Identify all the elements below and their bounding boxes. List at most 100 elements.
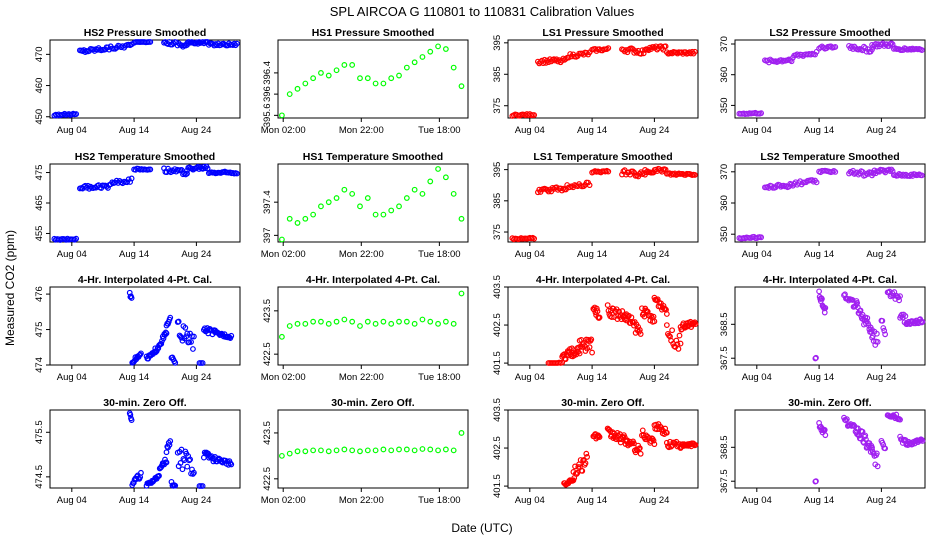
data-point <box>286 91 293 98</box>
y-tick-label: 470 <box>34 46 45 62</box>
y-tick-label: 475 <box>34 322 45 338</box>
data-point <box>691 48 698 55</box>
data-point <box>577 457 584 463</box>
data-point <box>147 166 154 173</box>
data-point <box>163 459 170 466</box>
data-point <box>199 483 206 489</box>
data-point <box>450 190 457 197</box>
data-point <box>675 345 682 352</box>
data-point <box>411 186 418 193</box>
data-point <box>625 313 631 320</box>
data-point <box>357 75 363 82</box>
y-tick-label: 475.5 <box>34 420 45 444</box>
x-tick-label: Mon 02:00 <box>261 125 306 136</box>
y-tick-label: 422.5 <box>262 342 273 366</box>
panel: 30-min. Zero Off. 474.5 475.5 Aug 04 Aug 14 A… <box>34 397 241 506</box>
data-point <box>663 439 670 446</box>
data-point <box>450 64 457 71</box>
data-point <box>179 466 186 473</box>
y-tick-label: 396 <box>262 86 273 102</box>
y-tick-label: 474.5 <box>34 465 45 489</box>
x-tick-label: Aug 04 <box>515 495 545 506</box>
data-point <box>663 322 670 329</box>
data-point <box>636 445 643 452</box>
x-tick-label: Tue 18:00 <box>418 249 460 260</box>
data-point <box>403 195 410 201</box>
data-point <box>233 170 240 177</box>
panel: HS1 Temperature Smoothed 397 397.4 Mon 02:0… <box>261 151 469 260</box>
data-point <box>184 330 191 337</box>
plot-frame <box>507 409 699 489</box>
panel-title: 4-Hr. Interpolated 4-Pt. Cal. <box>536 274 670 286</box>
data-point <box>605 168 612 175</box>
data-point <box>380 446 387 453</box>
panel-title: 4-Hr. Interpolated 4-Pt. Cal. <box>78 274 212 286</box>
y-tick-label: 385 <box>492 193 503 209</box>
y-tick-label: 423.5 <box>262 299 273 323</box>
panel: HS2 Temperature Smoothed 455 465 475 Aug 04 A… <box>34 151 241 260</box>
panel: 30-min. Zero Off. 367.5 368.5 Aug 04 Aug 14 A… <box>719 397 926 506</box>
data-point <box>589 349 595 356</box>
data-point <box>450 447 457 454</box>
data-point <box>874 338 881 345</box>
data-point <box>228 332 235 339</box>
data-point <box>650 437 657 444</box>
figure-ylabel: Measured CO2 (ppm) <box>3 230 17 346</box>
y-tick-label: 455 <box>34 226 45 242</box>
x-tick-label: Aug 24 <box>181 495 211 506</box>
panel-title: LS1 Pressure Smoothed <box>542 27 663 39</box>
data-point <box>294 220 301 226</box>
y-tick-label: 367.5 <box>719 346 730 370</box>
data-point <box>388 447 395 454</box>
data-point <box>864 315 871 321</box>
data-point <box>228 461 235 468</box>
x-tick-label: Aug 04 <box>742 372 772 383</box>
data-point <box>333 195 340 201</box>
plot-frame <box>734 39 926 119</box>
x-tick-label: Tue 18:00 <box>418 495 460 506</box>
data-point <box>427 48 434 55</box>
data-point <box>692 321 699 328</box>
data-point <box>637 331 644 337</box>
x-tick-label: Aug 04 <box>515 372 545 383</box>
plot-frame <box>277 409 469 489</box>
panel: LS2 Temperature Smoothed 350 360 370 Aug 04 A… <box>719 151 926 260</box>
data-point <box>302 448 309 455</box>
data-point <box>310 447 317 454</box>
data-point <box>442 46 449 52</box>
data-point <box>605 307 612 314</box>
data-point <box>73 111 80 117</box>
plot-frame <box>49 286 241 366</box>
x-tick-label: Aug 04 <box>57 495 87 506</box>
data-point <box>584 454 591 460</box>
y-tick-label: 403.5 <box>492 275 503 299</box>
x-tick-label: Aug 24 <box>639 249 669 260</box>
data-point <box>349 318 356 325</box>
plot-frame <box>734 286 926 366</box>
y-tick-label: 460 <box>34 78 45 94</box>
x-tick-label: Aug 24 <box>639 125 669 136</box>
panel-title: HS2 Pressure Smoothed <box>84 27 207 39</box>
data-point <box>596 314 603 321</box>
data-point <box>673 337 680 344</box>
x-tick-label: Aug 14 <box>119 249 149 260</box>
data-point <box>608 314 615 321</box>
data-point <box>372 320 379 327</box>
data-point <box>162 456 168 463</box>
data-point <box>396 72 402 79</box>
data-point <box>902 313 909 319</box>
data-point <box>813 179 820 186</box>
data-point <box>583 450 590 457</box>
data-point <box>758 110 765 117</box>
data-point <box>856 432 863 439</box>
data-point <box>333 67 340 74</box>
data-point <box>617 439 624 446</box>
data-point <box>919 319 926 325</box>
plot-frame <box>277 39 469 119</box>
x-tick-label: Aug 14 <box>577 495 607 506</box>
data-point <box>124 179 131 186</box>
data-point <box>442 446 449 453</box>
x-tick-label: Aug 14 <box>119 372 149 383</box>
y-tick-label: 475 <box>34 165 45 181</box>
data-point <box>388 320 395 327</box>
